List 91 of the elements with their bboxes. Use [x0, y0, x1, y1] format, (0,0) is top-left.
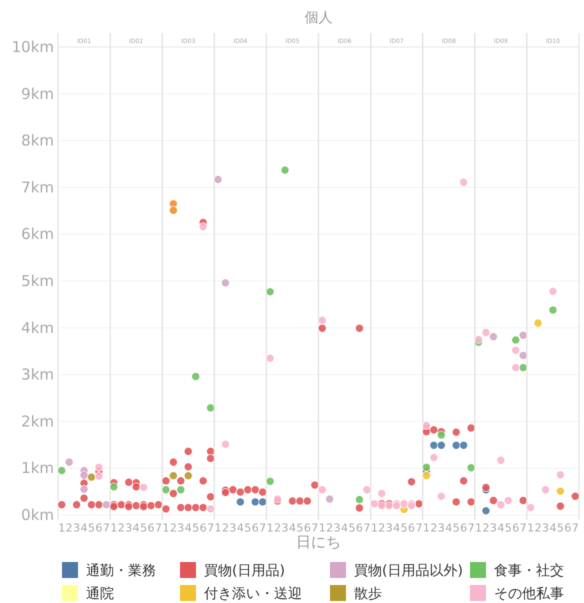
- x-tick-label: 6: [564, 522, 572, 535]
- x-tick-label: 6: [148, 522, 155, 535]
- x-tick-label: 5: [296, 522, 304, 535]
- x-tick-label: 3: [73, 522, 80, 535]
- x-tick-label: 7: [415, 522, 422, 535]
- y-tick-label: 3km: [21, 366, 54, 384]
- x-tick-label: 6: [304, 522, 311, 535]
- x-tick-label: 7: [154, 522, 162, 535]
- legend-label: 食事・社交: [494, 563, 564, 579]
- x-tick-label: 5: [400, 522, 408, 535]
- x-tick-label: 4: [288, 522, 296, 535]
- legend-label: 買物(日用品): [204, 563, 285, 579]
- y-tick-label: 4km: [21, 318, 54, 337]
- x-tick-label: 4: [80, 522, 88, 535]
- x-tick-label: 7: [363, 522, 370, 535]
- x-tick-label: 7: [520, 522, 527, 535]
- x-tick-label: 3: [177, 522, 184, 535]
- x-tick-label: 6: [95, 522, 102, 535]
- y-tick-label: 1km: [21, 459, 54, 478]
- x-tick-label: 2: [66, 522, 73, 535]
- x-tick-label: 4: [497, 522, 504, 535]
- x-tick-label: 1: [266, 522, 274, 535]
- x-tick-label: 6: [200, 522, 207, 535]
- x-tick-label: 5: [556, 522, 564, 535]
- x-tick-label: 3: [282, 522, 289, 535]
- x-tick-label: 6: [356, 522, 363, 535]
- x-tick-label: 4: [236, 522, 244, 535]
- x-tick-label: 5: [348, 522, 356, 535]
- y-tick-label: 5km: [21, 272, 54, 290]
- text: 個人: [304, 10, 332, 26]
- x-tick-label: 6: [460, 522, 468, 535]
- y-tick-label: 8km: [21, 132, 54, 150]
- y-tick-label: 7km: [21, 178, 54, 196]
- legend-label: その他私事: [494, 586, 564, 602]
- x-tick-label: 7: [207, 522, 214, 535]
- x-tick-label: 2: [222, 522, 229, 535]
- x-tick-label: 4: [341, 522, 348, 535]
- x-tick-label: 5: [452, 522, 460, 535]
- x-tick-label: 3: [490, 522, 497, 535]
- x-tick-label: 7: [572, 522, 579, 535]
- y-tick-label: 2km: [21, 412, 54, 430]
- x-tick-label: 2: [118, 522, 125, 535]
- legend-label: 散歩: [354, 586, 382, 602]
- x-tick-label: 3: [386, 522, 393, 535]
- x-tick-label: 6: [408, 522, 416, 535]
- x-tick-label: 5: [504, 522, 512, 535]
- y-tick-label: 0km: [21, 506, 54, 524]
- x-tick-label: 1: [475, 522, 482, 535]
- x-tick-label: 4: [184, 522, 192, 535]
- x-tick-label: 3: [438, 522, 445, 535]
- x-tick-label: 6: [252, 522, 259, 535]
- x-tick-label: 7: [259, 522, 266, 535]
- x-tick-label: 3: [229, 522, 236, 535]
- x-tick-label: 1: [422, 522, 430, 535]
- x-tick-label: 4: [132, 522, 140, 535]
- legend-label: 買物(日用品以外): [354, 563, 463, 579]
- x-tick-label: 2: [534, 522, 542, 535]
- x-tick-label: 1: [110, 522, 118, 535]
- x-tick-label: 5: [88, 522, 95, 535]
- x-tick-label: 7: [468, 522, 475, 535]
- x-tick-label: 6: [512, 522, 520, 535]
- legend-label: 通院: [86, 586, 114, 602]
- x-tick-label: 5: [244, 522, 252, 535]
- x-tick-label: 3: [542, 522, 550, 535]
- x-tick-label: 7: [102, 522, 110, 535]
- x-tick-label: 4: [549, 522, 556, 535]
- x-tick-label: 1: [162, 522, 170, 535]
- y-tick-label: 9km: [21, 84, 54, 103]
- y-tick-label: 6km: [21, 225, 54, 244]
- x-tick-label: 3: [125, 522, 132, 535]
- text: 日にち: [296, 533, 341, 551]
- x-tick-label: 2: [326, 522, 334, 535]
- x-tick-label: 4: [393, 522, 400, 535]
- legend-label: 通勤・業務: [86, 563, 156, 579]
- x-tick-label: 1: [214, 522, 222, 535]
- x-tick-label: 5: [192, 522, 200, 535]
- x-tick-label: 3: [334, 522, 341, 535]
- x-tick-label: 2: [378, 522, 386, 535]
- x-tick-label: 2: [170, 522, 177, 535]
- x-tick-label: 1: [370, 522, 378, 535]
- x-tick-label: 1: [527, 522, 534, 535]
- legend-label: 付き添い・送迎: [203, 586, 302, 602]
- x-tick-label: 7: [311, 522, 318, 535]
- x-tick-label: 2: [274, 522, 282, 535]
- x-tick-label: 5: [140, 522, 148, 535]
- x-tick-label: 1: [58, 522, 66, 535]
- y-tick-label: 10km: [12, 38, 54, 56]
- x-tick-label: 4: [445, 522, 452, 535]
- x-tick-label: 2: [482, 522, 490, 535]
- x-tick-label: 1: [318, 522, 326, 535]
- x-tick-label: 2: [430, 522, 438, 535]
